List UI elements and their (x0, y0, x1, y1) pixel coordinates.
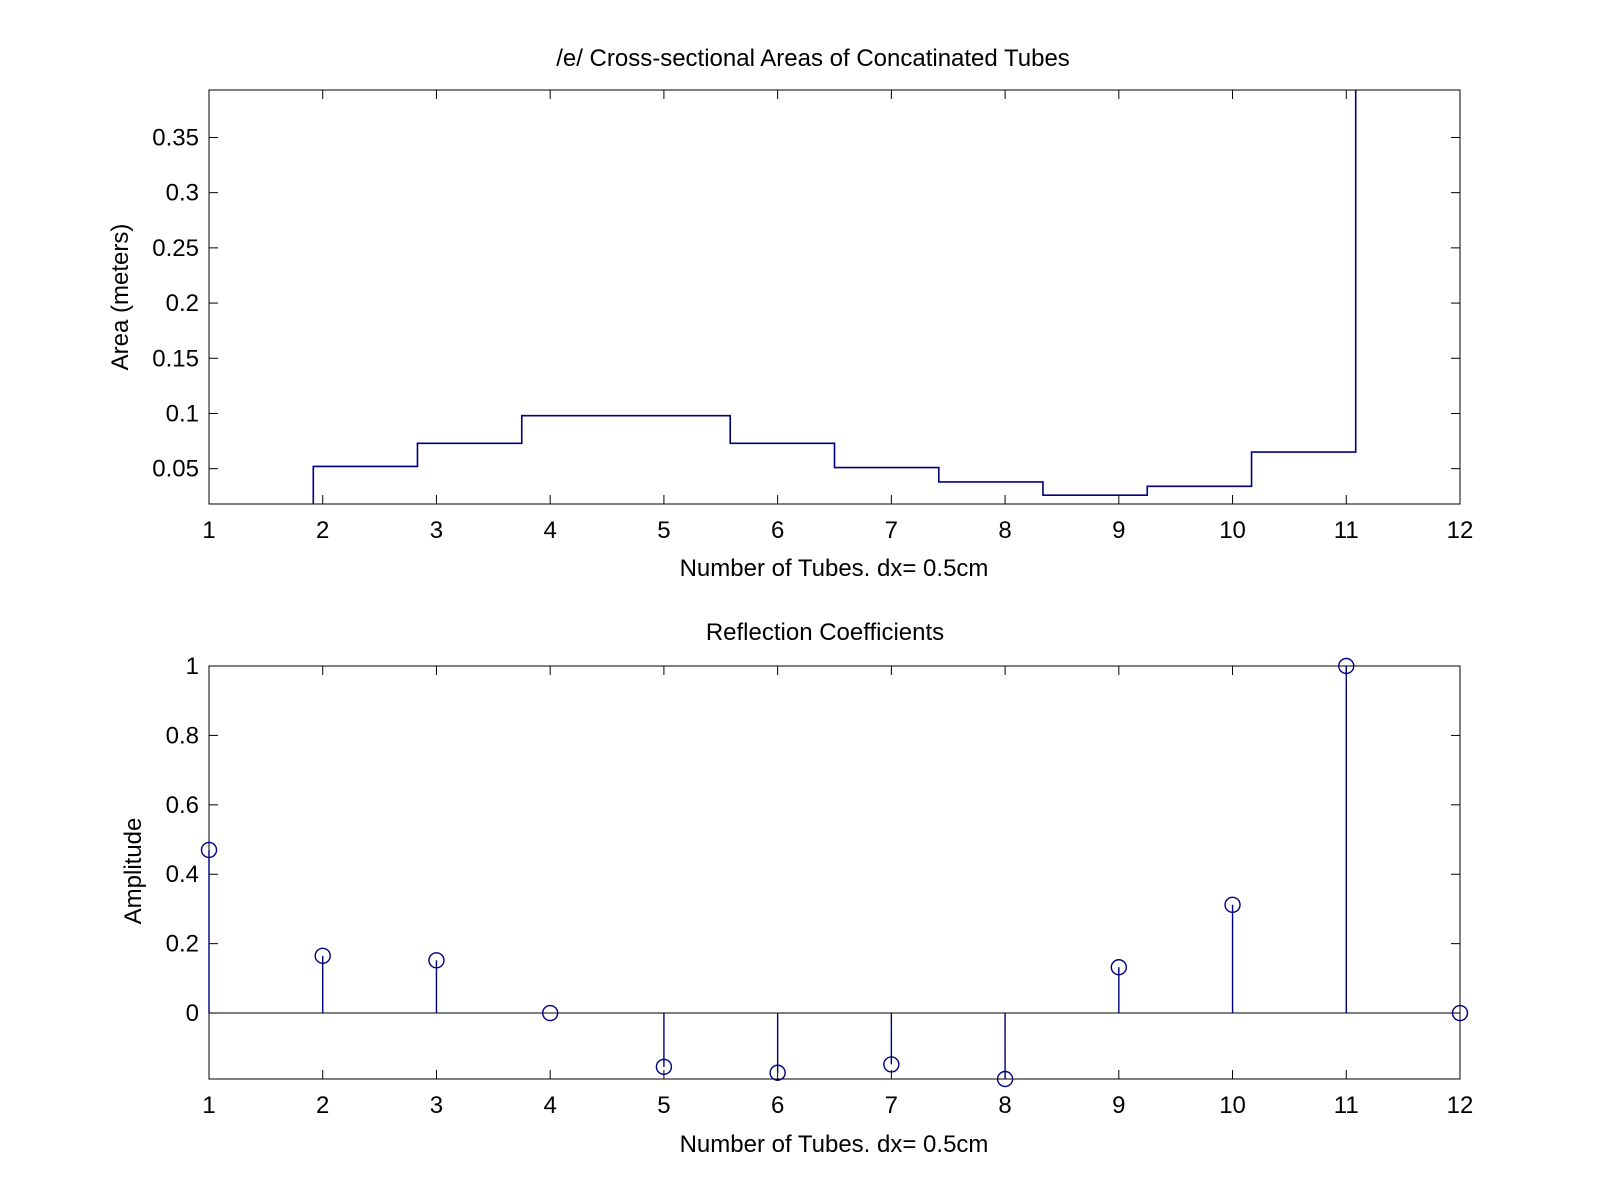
reflection-series (200, 657, 1469, 1088)
area-chart-title: /e/ Cross-sectional Areas of Concatinate… (556, 45, 1070, 72)
stem-marker (1110, 959, 1128, 976)
area-series (312, 90, 1357, 504)
x-tick-label: 11 (1334, 1092, 1359, 1119)
y-tick-label: 0.25 (152, 235, 199, 262)
y-tick-label: 0.4 (166, 861, 199, 888)
x-tick-label: 2 (316, 517, 329, 544)
x-tick-label: 2 (316, 1092, 329, 1119)
stem-marker (769, 1064, 786, 1081)
x-tick-label: 3 (430, 517, 443, 544)
stem-marker (996, 1070, 1014, 1088)
y-tick-label: 0.8 (166, 722, 199, 749)
x-tick-label: 1 (202, 517, 215, 544)
x-tick-label: 7 (885, 1092, 898, 1119)
area-stair-line (312, 90, 1357, 504)
reflection-x-axis-label: Number of Tubes. dx= 0.5cm (680, 1131, 989, 1158)
x-tick-label: 4 (544, 517, 557, 544)
stem-marker (314, 947, 331, 964)
y-tick-label: 1 (186, 653, 199, 680)
area-x-ticks: 1 2 3 4 5 6 7 8 9 10 11 12 (202, 90, 1473, 544)
area-x-axis-label: Number of Tubes. dx= 0.5cm (680, 555, 989, 582)
y-tick-label: 0.1 (166, 400, 199, 427)
x-tick-label: 1 (202, 1092, 215, 1119)
x-tick-label: 12 (1447, 1092, 1474, 1119)
x-tick-label: 7 (885, 517, 898, 544)
x-tick-label: 10 (1219, 1092, 1246, 1119)
y-tick-label: 0.05 (152, 456, 199, 483)
x-tick-label: 5 (657, 1092, 670, 1119)
stem-marker (541, 1004, 559, 1022)
x-tick-label: 12 (1447, 517, 1474, 544)
x-tick-label: 5 (657, 517, 670, 544)
stem-marker (883, 1056, 900, 1073)
area-y-ticks: 0.05 0.1 0.15 0.2 0.25 0.3 0.35 (152, 124, 1460, 483)
x-tick-label: 8 (998, 517, 1011, 544)
reflection-chart-title: Reflection Coefficients (706, 619, 944, 646)
x-tick-label: 6 (771, 1092, 784, 1119)
stem-marker (1224, 896, 1241, 913)
area-plot-frame (208, 89, 1461, 505)
x-tick-label: 9 (1112, 1092, 1125, 1119)
y-tick-label: 0 (186, 1000, 199, 1027)
x-tick-label: 3 (430, 1092, 443, 1119)
x-tick-label: 4 (544, 1092, 557, 1119)
x-tick-label: 9 (1112, 517, 1125, 544)
reflection-subplot: Reflection Coefficients 1 2 3 4 5 6 7 8 9 10 11 12 … (120, 619, 1473, 1158)
stem-marker (1451, 1004, 1469, 1022)
stem-marker (655, 1058, 673, 1076)
reflection-plot-frame (208, 665, 1461, 1080)
stem-marker (200, 841, 218, 859)
y-tick-label: 0.2 (166, 290, 199, 317)
y-tick-label: 0.3 (166, 180, 199, 207)
reflection-y-axis-label: Amplitude (120, 818, 147, 925)
area-subplot: /e/ Cross-sectional Areas of Concatinate… (107, 45, 1473, 582)
reflection-y-ticks: 0 0.2 0.4 0.6 0.8 1 (166, 653, 1460, 1027)
x-tick-label: 10 (1219, 517, 1246, 544)
stem-marker (428, 952, 445, 969)
y-tick-label: 0.35 (152, 124, 199, 151)
x-tick-label: 8 (998, 1092, 1011, 1119)
area-y-axis-label: Area (meters) (107, 224, 134, 371)
stem-marker (1338, 657, 1355, 675)
x-tick-label: 6 (771, 517, 784, 544)
y-tick-label: 0.6 (166, 792, 199, 819)
y-tick-label: 0.15 (152, 345, 199, 372)
x-tick-label: 11 (1334, 517, 1359, 544)
y-tick-label: 0.2 (166, 931, 199, 958)
